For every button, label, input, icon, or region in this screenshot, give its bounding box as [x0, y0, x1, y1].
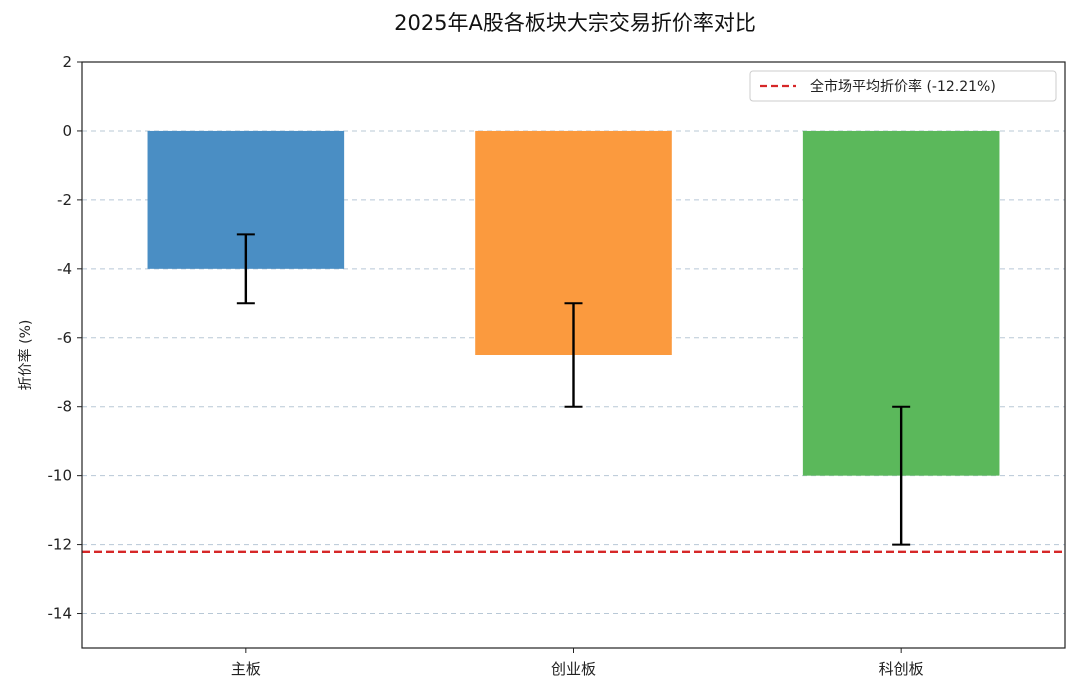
x-tick-label: 科创板 — [879, 660, 924, 678]
x-tick-label: 创业板 — [551, 660, 596, 678]
y-axis-ticks: 2 0 -2 -4 -6 -8 -10 -12 -14 — [48, 53, 82, 623]
legend-label: 全市场平均折价率 (-12.21%) — [810, 78, 996, 95]
y-axis-label: 折价率 (%) — [17, 320, 34, 391]
y-tick-label: -2 — [57, 191, 72, 209]
y-tick-label: -10 — [48, 467, 73, 485]
legend: 全市场平均折价率 (-12.21%) — [749, 70, 1057, 102]
y-tick-label: -8 — [57, 398, 72, 416]
chart-title: 2025年A股各板块大宗交易折价率对比 — [394, 11, 756, 35]
y-tick-label: -14 — [48, 605, 73, 623]
y-tick-label: 0 — [62, 122, 72, 140]
error-bars — [236, 233, 911, 546]
y-tick-label: -6 — [57, 329, 72, 347]
y-tick-label: 2 — [62, 53, 72, 71]
x-axis-ticks: 主板 创业板 科创板 — [231, 648, 924, 678]
y-tick-label: -4 — [57, 260, 72, 278]
x-tick-label: 主板 — [231, 660, 261, 678]
y-tick-label: -12 — [48, 536, 73, 554]
legend-box — [749, 70, 1057, 102]
